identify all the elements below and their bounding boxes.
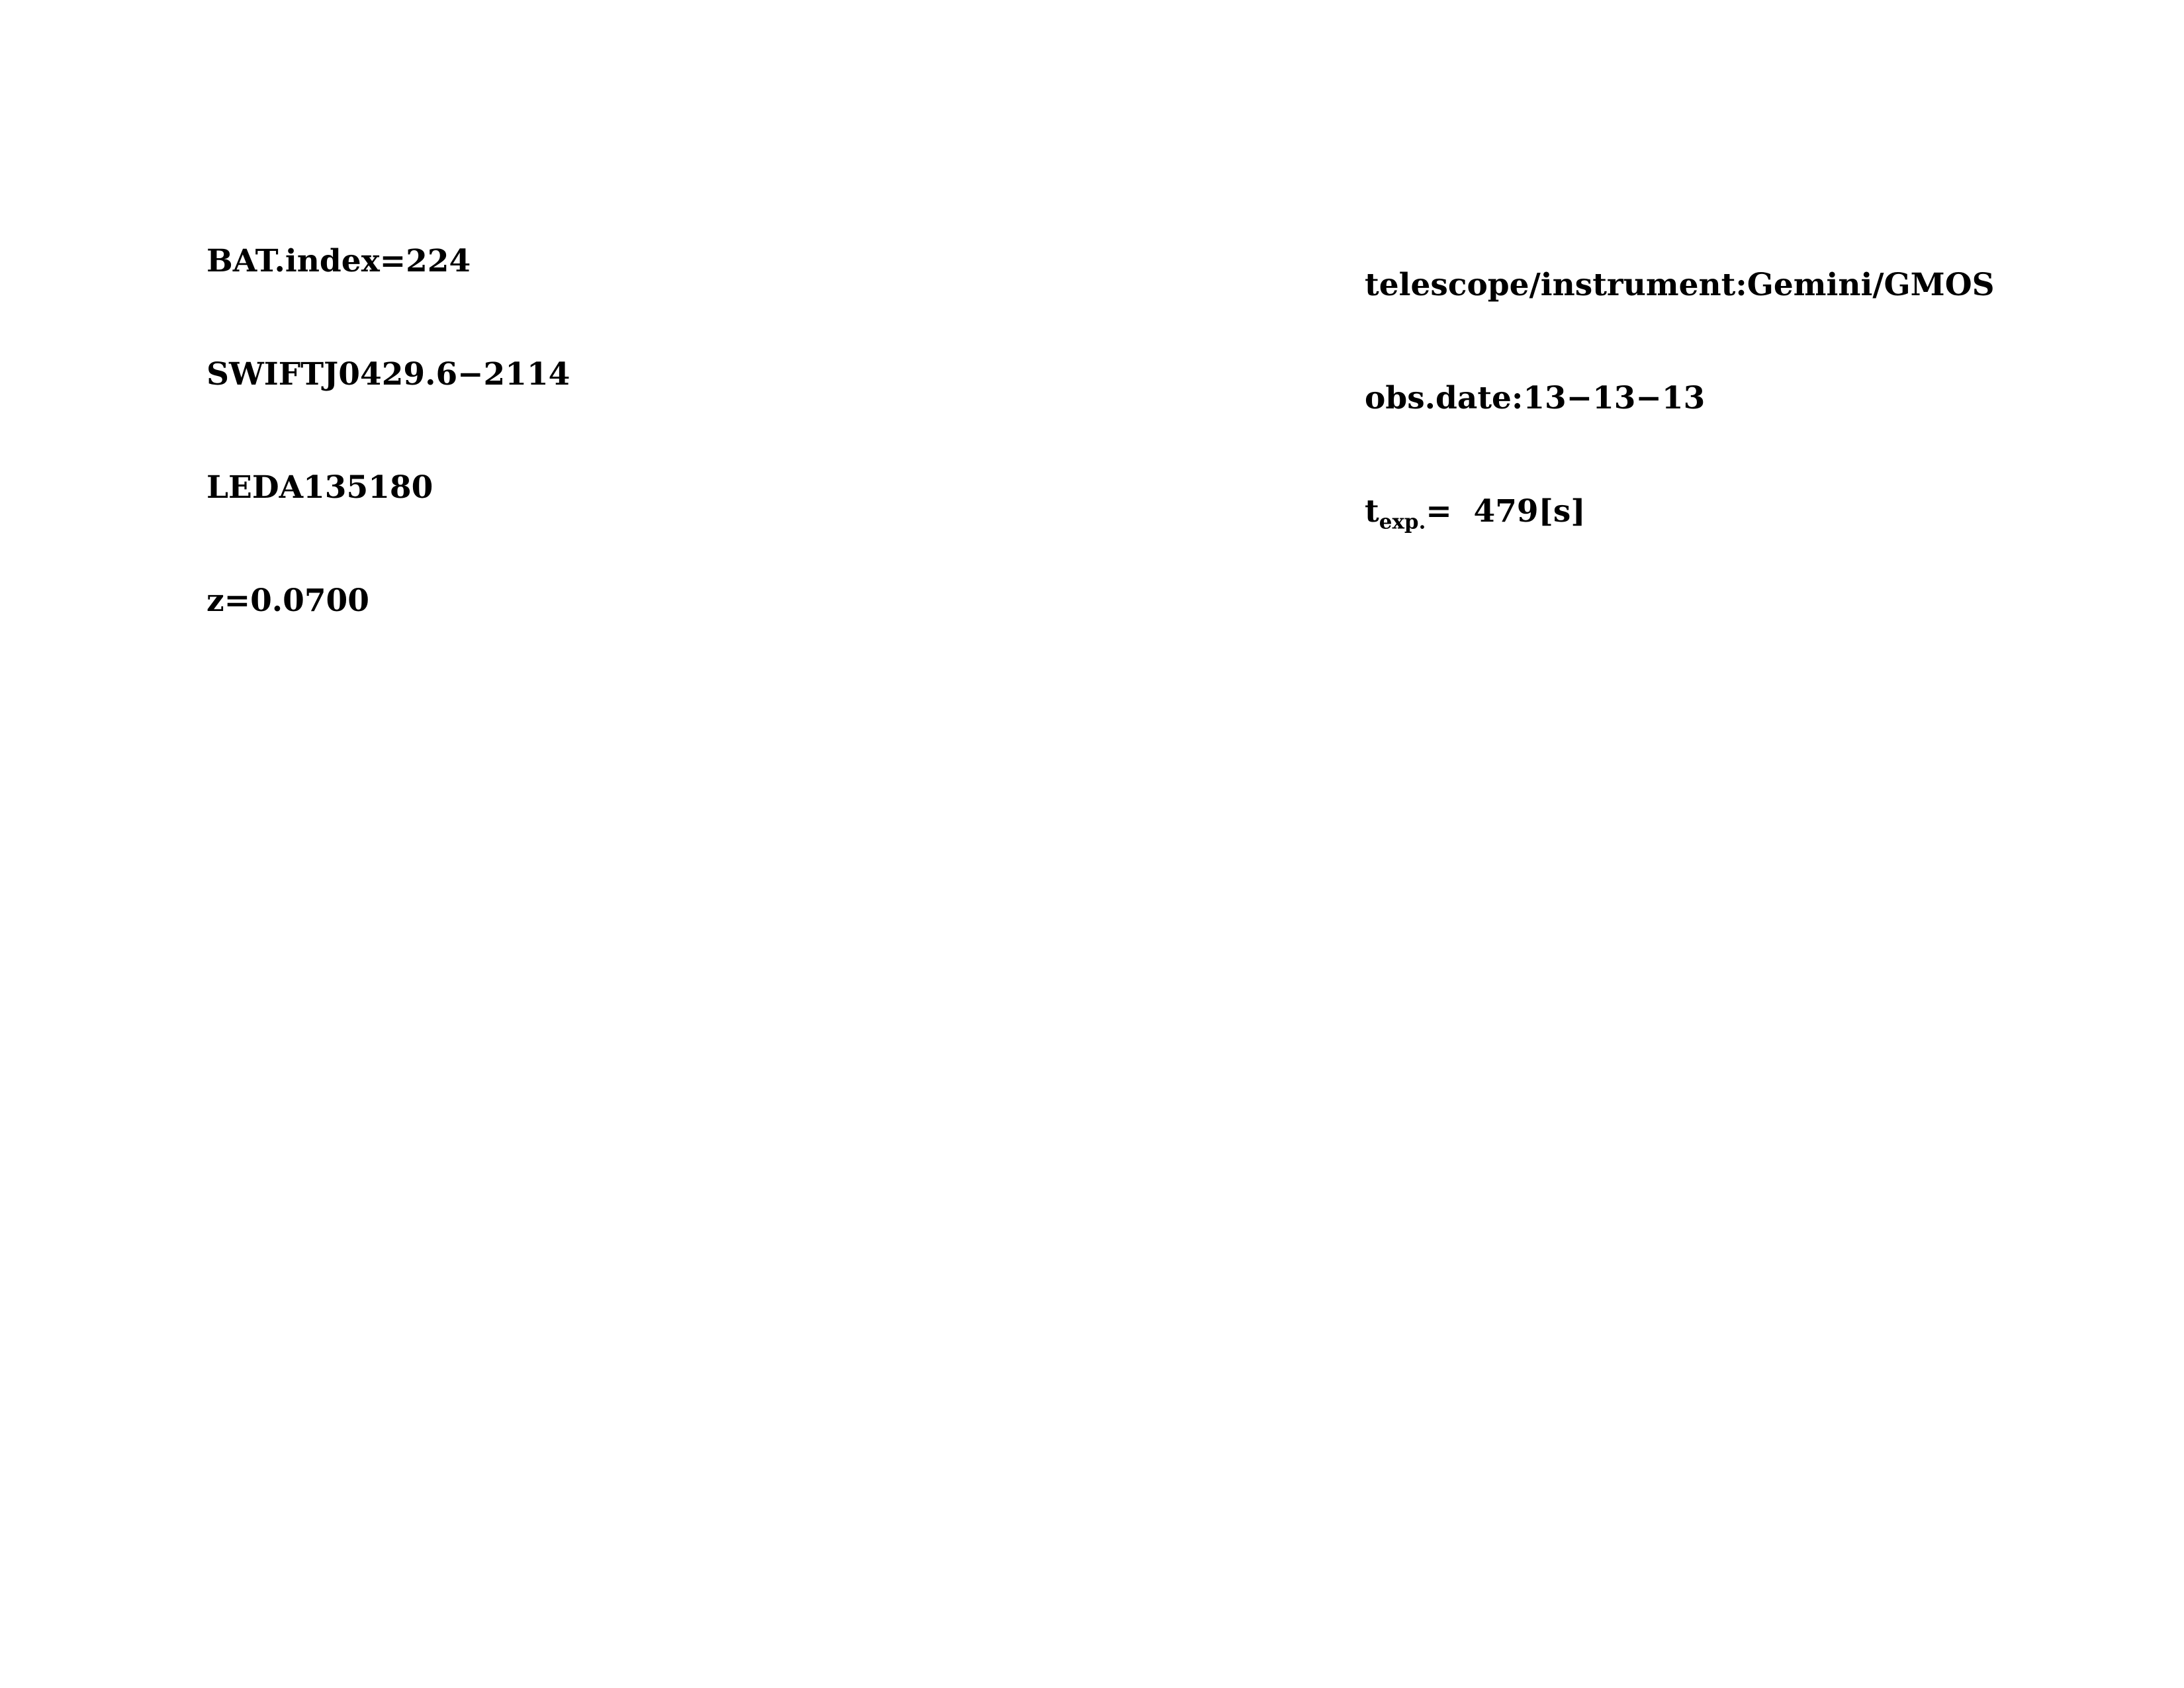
exposure-sub: exp.: [1379, 510, 1426, 534]
exposure-text: texp.= 479[s]: [1365, 493, 1586, 534]
observation-block: telescope/instrument:Gemini/GMOS obs.dat…: [1365, 191, 1995, 616]
obsdate-text: obs.date:13−13−13: [1365, 380, 1706, 416]
bat-index-text: BAT.index=224: [206, 243, 471, 279]
redshift-text: z=0.0700: [206, 583, 369, 619]
telescope-text: telescope/instrument:Gemini/GMOS: [1365, 267, 1995, 303]
swift-name-text: SWIFTJ0429.6−2114: [206, 356, 570, 393]
leda-name-text: LEDA135180: [206, 469, 433, 506]
target-id-block: BAT.index=224 SWIFTJ0429.6−2114 LEDA1351…: [206, 167, 570, 695]
